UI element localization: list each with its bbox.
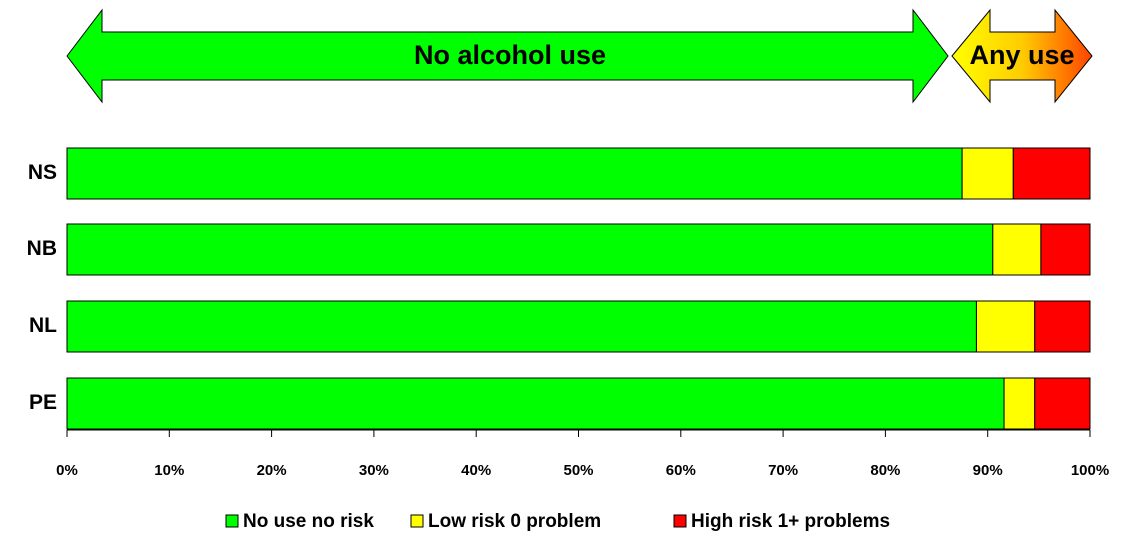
legend-label: Low risk 0 problem <box>428 511 601 532</box>
bar-segment <box>1040 223 1091 276</box>
x-tick-label: 90% <box>973 462 1003 479</box>
any-use-arrow <box>951 8 1093 104</box>
annotation: Any use <box>969 40 1074 70</box>
x-tick-label: 40% <box>461 462 491 479</box>
bar-segment <box>66 223 994 276</box>
category-label: PE <box>29 391 57 414</box>
x-tick-label: 50% <box>563 462 593 479</box>
x-tick-label: 80% <box>870 462 900 479</box>
legend-swatch <box>225 514 239 528</box>
category-label: NS <box>28 161 57 184</box>
legend-label: No use no risk <box>243 511 374 532</box>
x-tick-label: 70% <box>768 462 798 479</box>
bar-segment <box>1034 300 1091 353</box>
bar-segment <box>992 223 1042 276</box>
legend-swatch <box>673 514 687 528</box>
bar-segment <box>975 300 1036 353</box>
x-tick-label: 60% <box>666 462 696 479</box>
category-label: NB <box>27 237 57 260</box>
x-tick-label: 0% <box>56 462 78 479</box>
bar-segment <box>66 377 1005 430</box>
legend-label: High risk 1+ problems <box>691 511 890 532</box>
x-tick-label: 20% <box>257 462 287 479</box>
bar-segment <box>1012 147 1091 200</box>
legend-swatch <box>410 514 424 528</box>
bar-segment <box>66 147 963 200</box>
x-tick-label: 10% <box>154 462 184 479</box>
x-tick-label: 100% <box>1071 462 1109 479</box>
x-tick-label: 30% <box>359 462 389 479</box>
category-label: NL <box>29 314 57 337</box>
no-use-arrow <box>66 8 949 104</box>
bar-segment <box>66 300 977 353</box>
bar-segment <box>1003 377 1036 430</box>
bar-segment <box>961 147 1014 200</box>
bar-segment <box>1034 377 1091 430</box>
annotation: No alcohol use <box>414 40 606 70</box>
